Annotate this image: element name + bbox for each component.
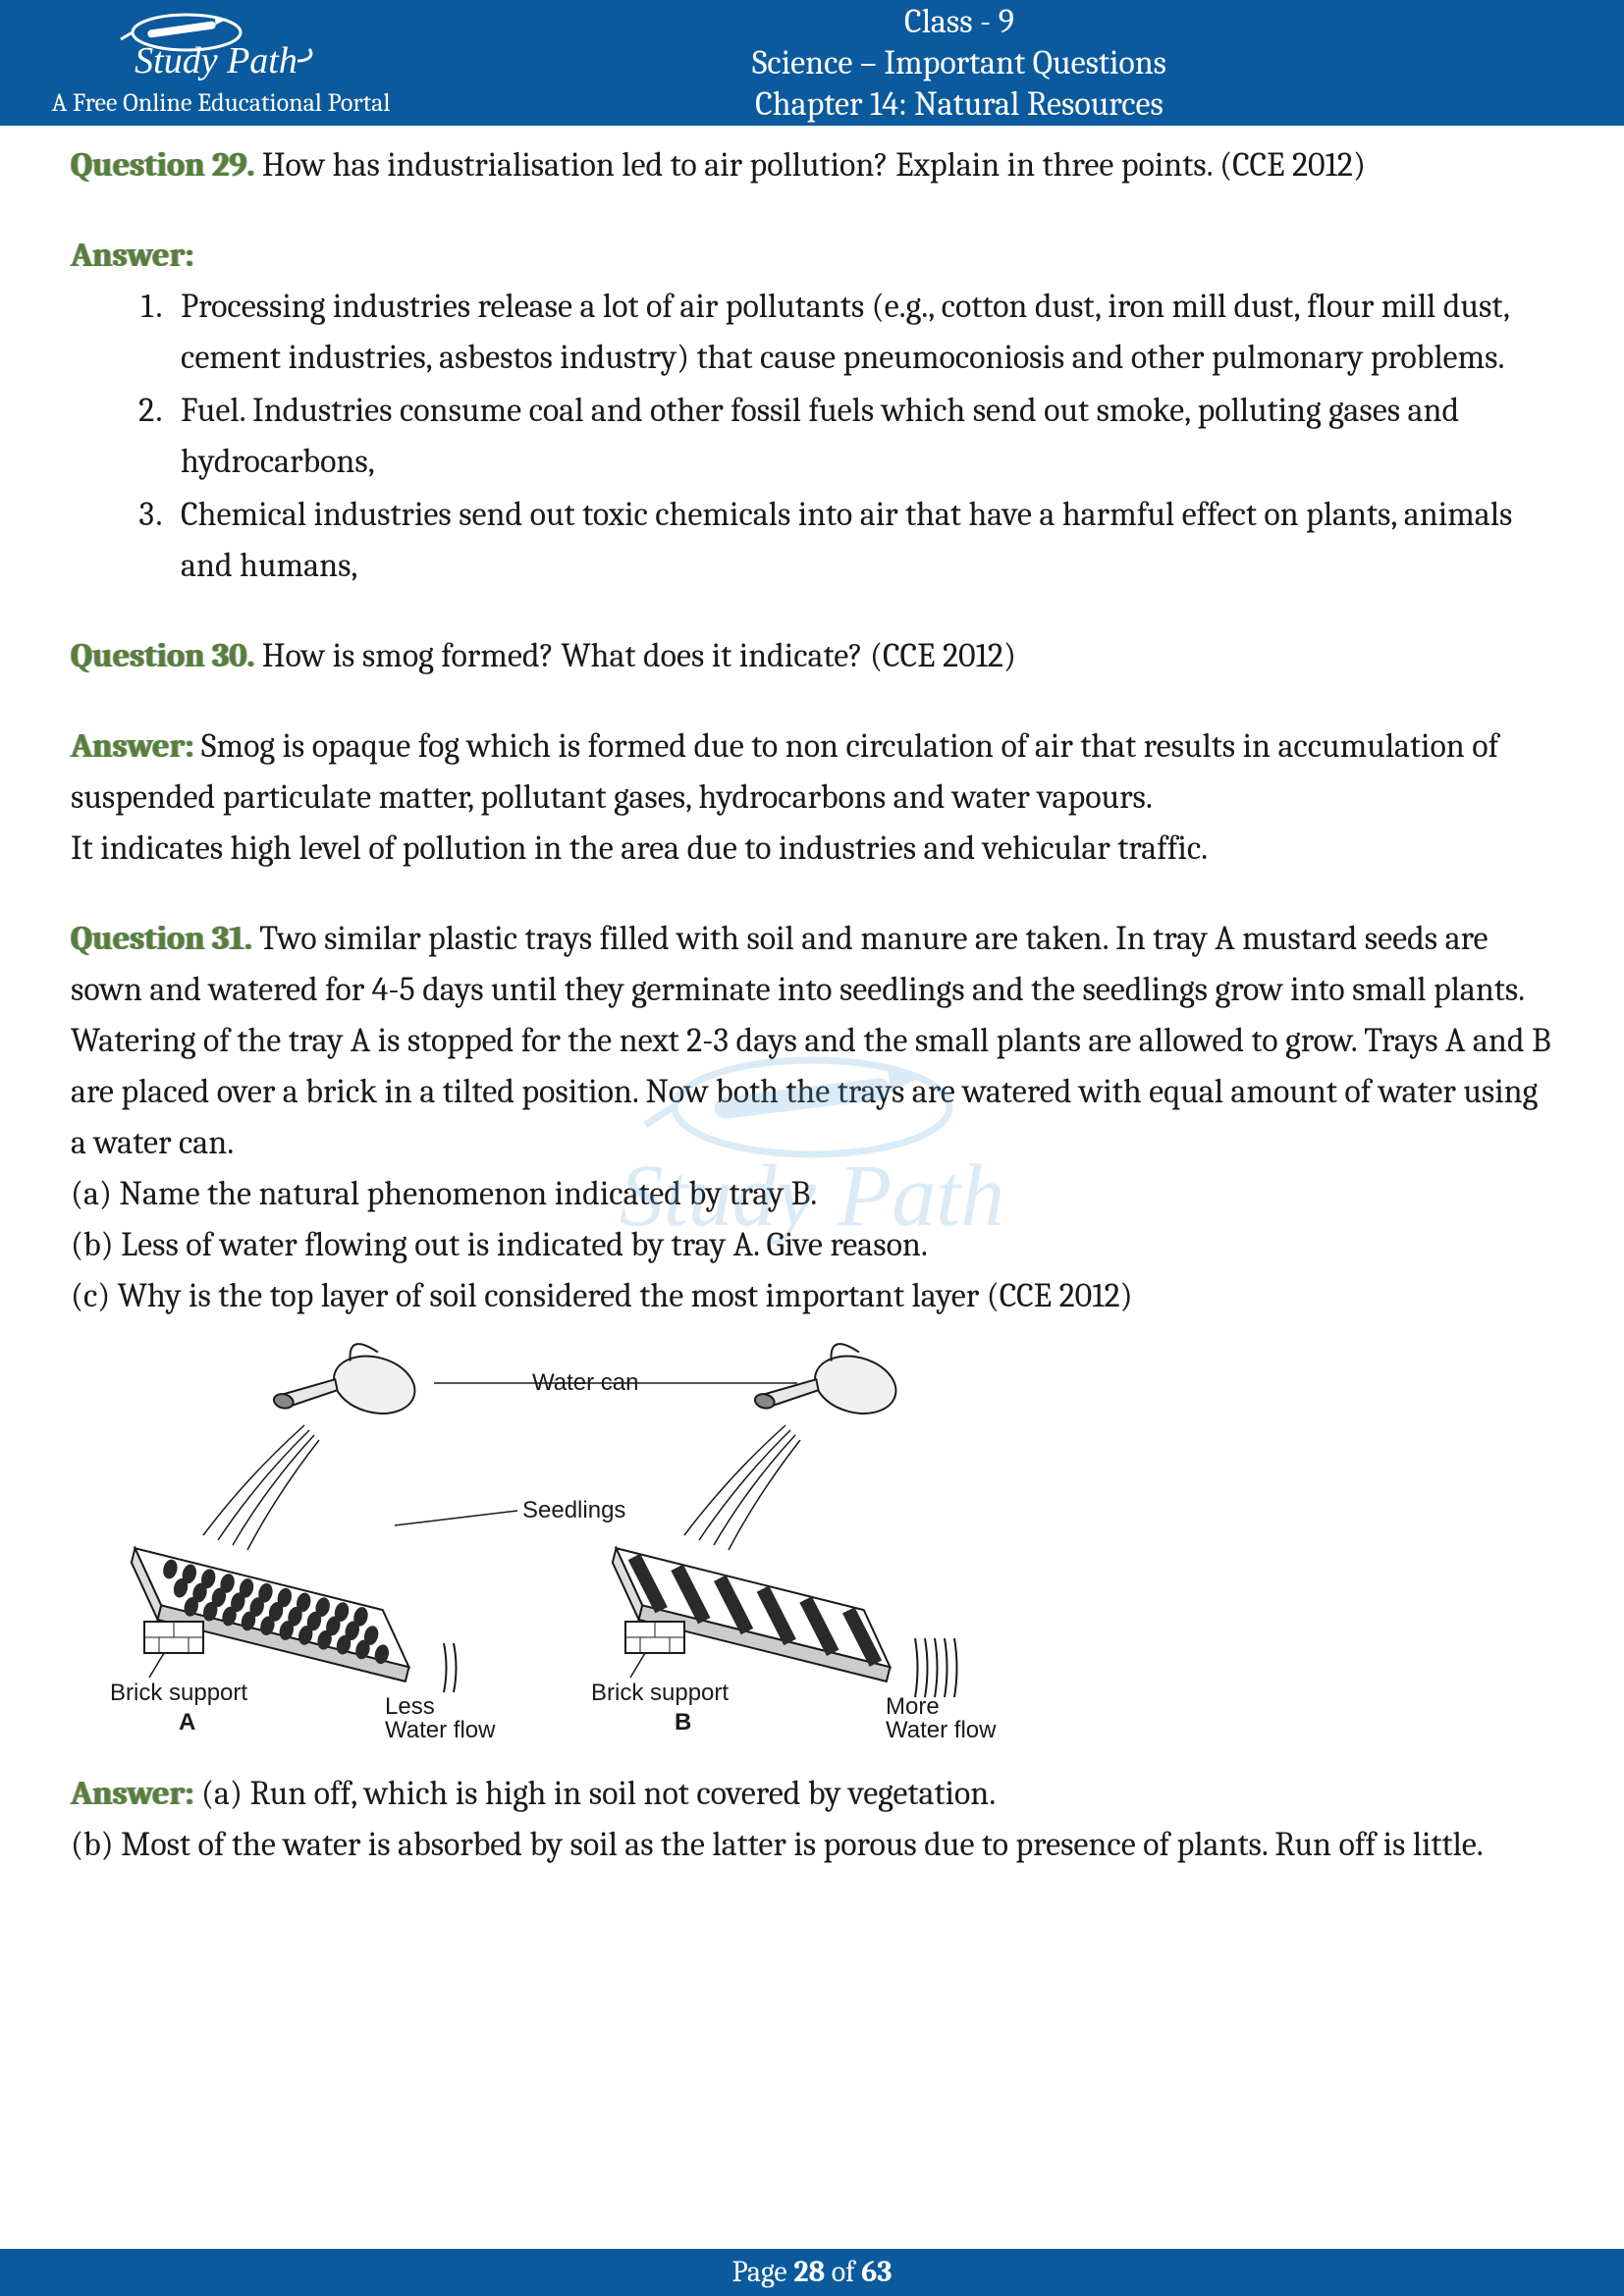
- q29-point-1: Processing industries release a lot of a…: [169, 281, 1553, 383]
- footer-middle: of: [825, 2255, 861, 2289]
- q31-part-a: (a) Name the natural phenomenon indicate…: [71, 1174, 817, 1213]
- experiment-figure: Water can Seedlings Brick support Brick …: [110, 1329, 1553, 1756]
- page-footer: Page 28 of 63: [0, 2249, 1624, 2296]
- label-tray-a: A: [179, 1709, 195, 1735]
- subject-line: Science – Important Questions: [432, 42, 1487, 83]
- q29-block: Question 29. How has industrialisation l…: [71, 139, 1553, 190]
- q31-ans-a: (a) Run off, which is high in soil not c…: [194, 1774, 997, 1813]
- q29-label: Question 29.: [71, 145, 254, 185]
- label-more-2: Water flow: [886, 1717, 997, 1741]
- label-tray-b: B: [675, 1709, 691, 1735]
- q30-block: Question 30. How is smog formed? What do…: [71, 630, 1553, 681]
- q30-answer-line2: It indicates high level of pollution in …: [71, 828, 1208, 868]
- header-title-block: Class - 9 Science – Important Questions …: [432, 1, 1624, 125]
- label-brick-a: Brick support: [110, 1680, 247, 1706]
- q30-label: Question 30.: [71, 636, 254, 675]
- footer-total: 63: [861, 2255, 892, 2289]
- q31-label: Question 31.: [71, 919, 252, 958]
- q29-point-2: Fuel. Industries consume coal and other …: [169, 385, 1553, 487]
- q31-part-c: (c) Why is the top layer of soil conside…: [71, 1276, 1133, 1315]
- footer-prefix: Page: [731, 2255, 793, 2289]
- q30-answer: Answer: Smog is opaque fog which is form…: [71, 721, 1553, 874]
- page-header: Study Path A Free Online Educational Por…: [0, 0, 1624, 126]
- label-brick-b: Brick support: [591, 1680, 729, 1706]
- q31-answer-label: Answer:: [71, 1774, 194, 1813]
- q31-ans-b: (b) Most of the water is absorbed by soi…: [71, 1825, 1484, 1864]
- class-line: Class - 9: [432, 1, 1487, 42]
- q29-points-list: Processing industries release a lot of a…: [169, 281, 1553, 591]
- q29-point-3: Chemical industries send out toxic chemi…: [169, 489, 1553, 591]
- label-seedlings: Seedlings: [522, 1497, 625, 1523]
- q31-text: Two similar plastic trays filled with so…: [71, 919, 1551, 1162]
- label-less-2: Water flow: [385, 1717, 496, 1741]
- header-logo-block: Study Path A Free Online Educational Por…: [0, 8, 432, 118]
- label-less-1: Less: [385, 1693, 435, 1720]
- chapter-line: Chapter 14: Natural Resources: [432, 83, 1487, 125]
- label-water-can: Water can: [532, 1369, 638, 1396]
- q29-text: How has industrialisation led to air pol…: [254, 145, 1366, 185]
- tray-diagram-icon: Water can Seedlings Brick support Brick …: [110, 1329, 1082, 1741]
- label-more-1: More: [886, 1693, 940, 1720]
- page-content: Study Path Question 29. How has industri…: [0, 126, 1624, 1870]
- q31-part-b: (b) Less of water flowing out is indicat…: [71, 1225, 928, 1264]
- tagline-text: A Free Online Educational Portal: [52, 88, 391, 118]
- q30-answer-label: Answer:: [71, 726, 194, 766]
- svg-text:Study Path: Study Path: [135, 40, 298, 81]
- study-path-logo-icon: Study Path: [113, 8, 329, 86]
- q30-text: How is smog formed? What does it indicat…: [254, 636, 1016, 675]
- q30-answer-text: Smog is opaque fog which is formed due t…: [71, 726, 1498, 817]
- q29-answer-label: Answer:: [71, 230, 1553, 281]
- q31-answer: Answer: (a) Run off, which is high in so…: [71, 1768, 1553, 1870]
- footer-current: 28: [793, 2255, 825, 2289]
- q31-block: Question 31. Two similar plastic trays f…: [71, 913, 1553, 1321]
